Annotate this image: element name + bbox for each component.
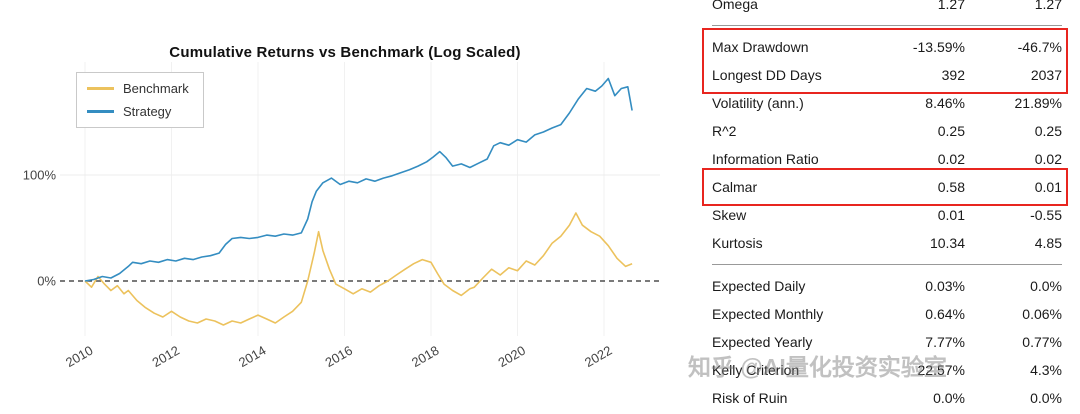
- legend-label: Strategy: [123, 104, 172, 119]
- metric-label: Risk of Ruin: [712, 390, 788, 406]
- metric-row-expected-monthly: Expected Monthly 0.64% 0.06%: [690, 300, 1080, 328]
- x-tick-label: 2022: [582, 343, 615, 370]
- metric-row-r-2: R^2 0.25 0.25: [690, 117, 1080, 145]
- metric-value-col2: 2037: [1030, 67, 1062, 83]
- metric-value-col1: 392: [941, 67, 965, 83]
- metric-row-calmar: Calmar 0.58 0.01: [690, 173, 1080, 201]
- metric-value-col2: 0.0%: [1030, 278, 1062, 294]
- metrics-table: Omega 1.27 1.27 Max Drawdown -13.59% -46.7% Lo…: [690, 0, 1080, 412]
- returns-chart-panel: Cumulative Returns vs Benchmark (Log Sca…: [22, 44, 660, 371]
- legend-label: Benchmark: [123, 81, 189, 96]
- metric-label: Max Drawdown: [712, 39, 809, 55]
- metric-value-col2: 0.06%: [1022, 306, 1062, 322]
- metric-value-col1: 22.57%: [917, 362, 965, 378]
- legend-swatch-strategy: [87, 110, 114, 113]
- legend-item-strategy: Strategy: [87, 104, 189, 119]
- metric-label: Longest DD Days: [712, 67, 822, 83]
- metric-value-col1: 7.77%: [925, 334, 965, 350]
- chart-legend: Benchmark Strategy: [76, 72, 204, 128]
- metric-value-col1: -13.59%: [912, 39, 965, 55]
- metric-row-expected-daily: Expected Daily 0.03% 0.0%: [690, 272, 1080, 300]
- metric-value-col1: 0.25: [937, 123, 965, 139]
- metric-row-expected-yearly: Expected Yearly 7.77% 0.77%: [690, 328, 1080, 356]
- x-tick-label: 2012: [149, 343, 182, 370]
- legend-swatch-benchmark: [87, 87, 114, 90]
- returns-line-chart: 0% 100% 2010 2012 2014 2016 2018 2020 2022: [23, 62, 660, 370]
- metric-value-col2: 4.3%: [1030, 362, 1062, 378]
- metric-label: Information Ratio: [712, 151, 819, 167]
- chart-title: Cumulative Returns vs Benchmark (Log Sca…: [169, 44, 521, 61]
- metric-label: R^2: [712, 123, 737, 139]
- metric-label: Expected Monthly: [712, 306, 824, 322]
- metric-row-max-drawdown: Max Drawdown -13.59% -46.7%: [690, 33, 1080, 61]
- metric-value-col1: 0.03%: [925, 278, 965, 294]
- metric-label: Skew: [712, 207, 747, 223]
- y-tick-label: 0%: [37, 274, 56, 289]
- metric-value-col1: 8.46%: [925, 95, 965, 111]
- x-tick-label: 2018: [409, 343, 442, 370]
- metric-label: Expected Daily: [712, 278, 806, 294]
- y-tick-label: 100%: [23, 168, 57, 183]
- metric-value-col1: 0.0%: [933, 390, 965, 406]
- metric-label: Kelly Criterion: [712, 362, 800, 378]
- metric-value-col2: 0.01: [1034, 179, 1062, 195]
- metric-label: Omega: [712, 0, 758, 12]
- metric-value-col1: 0.01: [937, 207, 965, 223]
- x-tick-label: 2014: [236, 343, 269, 370]
- metric-row-volatility-ann-: Volatility (ann.) 8.46% 21.89%: [690, 89, 1080, 117]
- metric-row-information-ratio: Information Ratio 0.02 0.02: [690, 145, 1080, 173]
- metric-value-col1: 0.58: [937, 179, 965, 195]
- x-tick-label: 2010: [63, 343, 96, 370]
- metric-label: Calmar: [712, 179, 758, 195]
- x-tick-label: 2016: [322, 343, 355, 370]
- metric-value-col1: 10.34: [929, 235, 965, 251]
- metric-row-omega: Omega 1.27 1.27: [690, 0, 1080, 18]
- metric-label: Expected Yearly: [712, 334, 813, 350]
- metric-label: Kurtosis: [712, 235, 763, 251]
- metric-value-col2: 21.89%: [1014, 95, 1062, 111]
- metric-value-col2: 0.02: [1034, 151, 1062, 167]
- legend-item-benchmark: Benchmark: [87, 81, 189, 96]
- metric-row-risk-of-ruin: Risk of Ruin 0.0% 0.0%: [690, 384, 1080, 412]
- metric-row-skew: Skew 0.01 -0.55: [690, 201, 1080, 229]
- series-line-benchmark: [84, 212, 633, 326]
- metric-row-kelly-criterion: Kelly Criterion 22.57% 4.3%: [690, 356, 1080, 384]
- metric-value-col2: 0.0%: [1030, 390, 1062, 406]
- table-section-divider: [712, 264, 1062, 265]
- metric-value-col2: 0.77%: [1022, 334, 1062, 350]
- metric-value-col1: 1.27: [937, 0, 965, 12]
- metric-value-col2: -46.7%: [1017, 39, 1062, 55]
- metric-value-col1: 0.64%: [925, 306, 965, 322]
- series-line-strategy: [84, 77, 633, 282]
- metric-value-col2: 4.85: [1034, 235, 1062, 251]
- metric-value-col2: -0.55: [1030, 207, 1062, 223]
- metric-row-kurtosis: Kurtosis 10.34 4.85: [690, 229, 1080, 257]
- metric-value-col1: 0.02: [937, 151, 965, 167]
- metric-row-longest-dd-days: Longest DD Days 392 2037: [690, 61, 1080, 89]
- table-section-divider: [712, 25, 1062, 26]
- x-tick-label: 2020: [495, 343, 528, 370]
- metrics-table-panel: Omega 1.27 1.27 Max Drawdown -13.59% -46.7% Lo…: [690, 0, 1080, 414]
- metric-value-col2: 1.27: [1034, 0, 1062, 12]
- metric-value-col2: 0.25: [1034, 123, 1062, 139]
- metric-label: Volatility (ann.): [712, 95, 804, 111]
